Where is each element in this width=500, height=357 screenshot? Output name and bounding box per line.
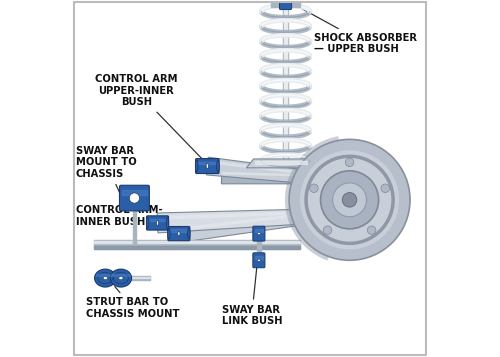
- Circle shape: [300, 150, 399, 250]
- Circle shape: [346, 158, 354, 167]
- Polygon shape: [300, 170, 324, 223]
- Polygon shape: [206, 157, 322, 185]
- Circle shape: [342, 192, 357, 207]
- Ellipse shape: [216, 160, 220, 172]
- Polygon shape: [178, 211, 321, 231]
- Circle shape: [324, 226, 332, 235]
- Polygon shape: [222, 172, 321, 177]
- Polygon shape: [157, 211, 321, 220]
- Circle shape: [130, 193, 140, 203]
- Text: SPRING
SADDLE: SPRING SADDLE: [299, 152, 387, 173]
- Circle shape: [289, 139, 410, 260]
- Polygon shape: [157, 209, 322, 233]
- FancyBboxPatch shape: [253, 226, 265, 241]
- Polygon shape: [178, 210, 322, 242]
- Ellipse shape: [284, 0, 287, 2]
- Ellipse shape: [103, 276, 108, 280]
- Ellipse shape: [110, 269, 132, 287]
- FancyBboxPatch shape: [168, 226, 190, 241]
- Polygon shape: [246, 159, 316, 168]
- Text: CONTROL ARM-
INNER BUSH: CONTROL ARM- INNER BUSH: [76, 205, 176, 233]
- Ellipse shape: [206, 164, 208, 169]
- Ellipse shape: [146, 217, 149, 228]
- FancyBboxPatch shape: [146, 216, 169, 230]
- Polygon shape: [208, 160, 322, 177]
- Polygon shape: [222, 170, 321, 184]
- Ellipse shape: [156, 221, 158, 225]
- FancyBboxPatch shape: [120, 185, 150, 211]
- FancyBboxPatch shape: [253, 253, 265, 268]
- Ellipse shape: [94, 269, 116, 287]
- Text: SHOCK ABSORBER
— UPPER BUSH: SHOCK ABSORBER — UPPER BUSH: [290, 2, 417, 54]
- Circle shape: [310, 184, 318, 192]
- Circle shape: [381, 184, 390, 192]
- FancyBboxPatch shape: [280, 0, 291, 10]
- FancyBboxPatch shape: [196, 159, 219, 174]
- Ellipse shape: [188, 228, 190, 239]
- Text: SWAY BAR
MOUNT TO
CHASSIS: SWAY BAR MOUNT TO CHASSIS: [76, 146, 136, 196]
- Ellipse shape: [196, 160, 198, 172]
- Polygon shape: [304, 175, 321, 220]
- Circle shape: [332, 183, 366, 217]
- Ellipse shape: [258, 259, 260, 261]
- Ellipse shape: [258, 232, 260, 235]
- Text: CONTROL ARM
UPPER-INNER
BUSH: CONTROL ARM UPPER-INNER BUSH: [95, 74, 206, 162]
- Text: STRUT BAR TO
CHASSIS MOUNT: STRUT BAR TO CHASSIS MOUNT: [86, 287, 180, 319]
- Ellipse shape: [178, 231, 180, 236]
- Text: SWAY BAR
LINK BUSH: SWAY BAR LINK BUSH: [222, 250, 282, 326]
- Ellipse shape: [119, 276, 123, 280]
- Circle shape: [320, 171, 378, 229]
- Ellipse shape: [166, 217, 168, 228]
- Ellipse shape: [168, 228, 170, 239]
- Circle shape: [368, 226, 376, 235]
